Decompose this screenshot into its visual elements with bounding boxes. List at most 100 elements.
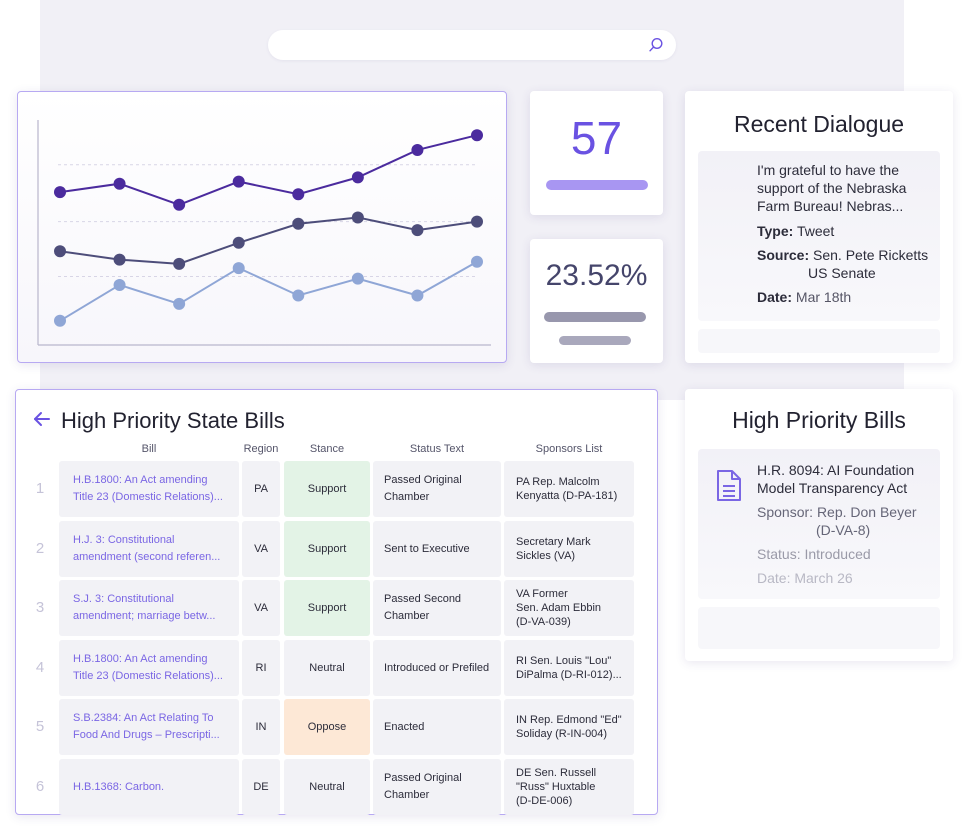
series-line-1 [59,134,478,206]
series-1-point[interactable] [471,129,483,142]
series-3-point[interactable] [232,262,245,275]
search-icon[interactable] [648,37,664,53]
series-3-point[interactable] [113,278,126,291]
series-3-point[interactable] [54,314,66,327]
series-2-point[interactable] [471,215,483,228]
column-header-bill[interactable]: Bill [141,443,157,455]
dialogue-text: I'm grateful to have the support of the … [757,162,907,214]
series-2-point[interactable] [232,236,245,249]
series-2-point[interactable] [292,217,305,230]
cell-stance-text: Oppose [307,720,347,733]
stat-card-percent: 23.52% [530,239,663,363]
high-priority-bills-card: High Priority Bills H.R. 8094: AI Founda… [685,389,953,661]
stat-value: 23.52% [545,259,648,292]
cell-bill-text: H.B.1800: An Act amending Title 23 (Dome… [73,474,223,503]
column-header-sponsors[interactable]: Sponsors List [535,443,603,455]
bill-item[interactable] [698,449,940,599]
cell-sponsor: Secretary Mark Sickles (VA) [504,521,634,577]
series-1-point[interactable] [351,171,364,184]
table-title: High Priority State Bills [61,408,285,433]
series-2-point[interactable] [411,224,424,237]
document-icon [717,470,741,501]
cell-sponsor: PA Rep. Malcolm Kenyatta (D-PA-181) [504,461,634,517]
cell-bill[interactable]: S.B.2384: An Act Relating To Food And Dr… [59,699,239,755]
cell-stance-text: Neutral [309,780,345,793]
cell-bill[interactable]: H.J. 3: Constitutional amendment (second… [59,521,239,577]
cell-status-text: Introduced or Prefiled [384,661,490,674]
status-value: Introduced [804,546,871,562]
dialogue-item[interactable] [698,151,940,321]
cell-stance: Support [284,580,370,636]
series-1-point[interactable] [113,177,126,190]
series-2-point[interactable] [173,257,186,270]
bill-status: Status: Introduced [757,545,871,563]
column-header-status[interactable]: Status Text [409,443,465,455]
bill-date: Date: March 26 [757,569,853,587]
cell-bill-text: H.B.1800: An Act amending Title 23 (Dome… [73,653,223,682]
type-value: Tweet [796,223,835,239]
dialogue-date: Date: Mar 18th [757,288,851,306]
cell-bill[interactable]: H.B.1800: An Act amending Title 23 (Dome… [59,640,239,696]
search-input[interactable] [284,35,644,55]
cell-region: VA [242,580,280,636]
cell-stance: Neutral [284,640,370,696]
cell-bill[interactable]: S.J. 3: Constitutional amendment; marria… [59,580,239,636]
stat-bar [546,180,648,190]
cell-region-text: VA [254,542,268,555]
stat-bar [544,312,646,322]
cell-stance: Support [284,521,370,577]
series-3-point[interactable] [292,289,305,302]
card-title: High Priority Bills [732,407,906,433]
cell-sponsor-text: VA Former Sen. Adam Ebbin (D-VA-039) [516,588,602,628]
type-label: Type: [757,223,794,239]
series-2-point[interactable] [113,253,126,266]
cell-sponsor: IN Rep. Edmond "Ed" Soliday (R-IN-004) [504,699,634,755]
series-3-point[interactable] [411,289,424,302]
cell-bill[interactable]: H.B.1368: Carbon. [59,759,239,815]
series-2-point[interactable] [351,211,364,224]
series-3-point[interactable] [173,297,186,310]
cell-sponsor: VA Former Sen. Adam Ebbin (D-VA-039) [504,580,634,636]
back-arrow-icon[interactable] [33,410,51,428]
source-value: Sen. Pete Ricketts [813,247,929,263]
dialogue-item-next [698,329,940,353]
series-1-point[interactable] [232,175,245,188]
cell-bill[interactable]: H.B.1800: An Act amending Title 23 (Dome… [59,461,239,517]
cell-status: Sent to Executive [373,521,501,577]
series-1-point[interactable] [411,143,424,156]
sponsor-value-line2: (D-VA-8) [816,522,871,538]
row-number: 2 [35,540,45,557]
cell-stance: Oppose [284,699,370,755]
cell-sponsor-text: IN Rep. Edmond "Ed" Soliday (R-IN-004) [516,714,622,740]
stat-value: 57 [570,112,623,164]
cell-sponsor-text: PA Rep. Malcolm Kenyatta (D-PA-181) [516,476,618,502]
series-1-point[interactable] [292,188,305,201]
date-label: Date: [757,570,791,586]
status-label: Status: [757,546,801,562]
series-line-2 [59,216,478,265]
cell-region-text: VA [254,601,268,614]
bill-name[interactable]: H.R. 8094: AI Foundation Model Transpare… [757,462,915,496]
series-3-point[interactable] [471,255,483,268]
cell-status-text: Passed Original Chamber [384,772,462,801]
cell-stance: Neutral [284,759,370,815]
series-1-point[interactable] [173,198,186,211]
cell-stance: Support [284,461,370,517]
cell-bill-text: H.J. 3: Constitutional amendment (second… [73,534,221,563]
series-1-point[interactable] [54,186,66,199]
series-2-point[interactable] [54,245,66,258]
cell-sponsor-text: RI Sen. Louis "Lou" DiPalma (D-RI-012)..… [516,655,622,681]
row-number: 6 [35,778,45,795]
column-header-region[interactable]: Region [243,443,279,455]
stat-bar-secondary [559,336,631,345]
cell-sponsor: RI Sen. Louis "Lou" DiPalma (D-RI-012)..… [504,640,634,696]
date-value: Mar 18th [795,289,852,305]
cell-status: Passed Second Chamber [373,580,501,636]
cell-region-text: PA [254,482,268,495]
cell-bill-text: S.J. 3: Constitutional amendment; marria… [73,593,216,622]
cell-status-text: Passed Second Chamber [384,593,462,622]
series-3-point[interactable] [351,272,364,285]
cell-status: Passed Original Chamber [373,759,501,815]
column-header-stance[interactable]: Stance [309,443,345,455]
search-bar[interactable] [268,30,676,60]
